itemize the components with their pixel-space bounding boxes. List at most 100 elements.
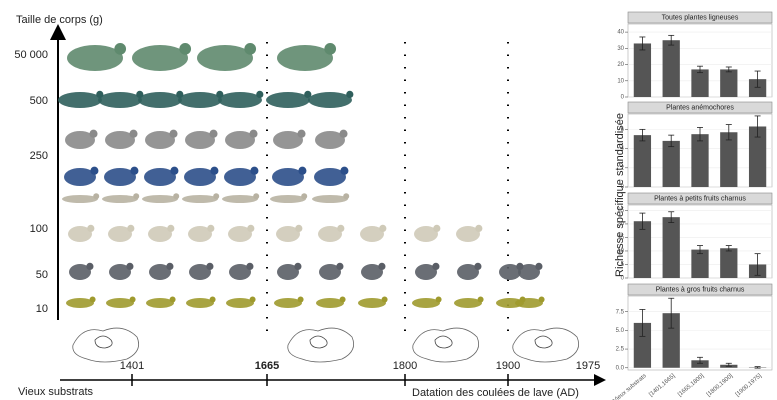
animal-head — [336, 263, 343, 270]
panel-title: Plantes à gros fruits charnus — [656, 286, 745, 293]
y-tick-label: 10 — [617, 78, 624, 84]
year-label: 1800 — [393, 360, 417, 372]
animal-icon — [218, 92, 262, 108]
animal-icon — [138, 92, 182, 108]
size-axis-label: Taille de corps (g) — [16, 14, 103, 26]
animal-head — [213, 193, 219, 199]
animal-head — [169, 130, 177, 138]
animal-head — [170, 167, 178, 175]
animal-head — [340, 297, 346, 303]
panel-title: Toutes plantes ligneuses — [662, 14, 739, 21]
animal-head — [478, 297, 484, 303]
animal-head — [126, 263, 133, 270]
animal-head — [86, 263, 93, 270]
y-tick-label: 2.5 — [616, 347, 625, 353]
island-outline — [288, 328, 354, 362]
animal-head — [130, 297, 136, 303]
x-tick-label: [1665,1800] — [677, 373, 705, 398]
illustration: Taille de corps (g) 50 000 500 250 100 5… — [14, 14, 626, 399]
x-tick-label: [1401,1665] — [648, 373, 676, 398]
animal-head — [340, 167, 348, 175]
animal-head — [432, 263, 439, 270]
animal-head — [301, 193, 307, 199]
island-inner — [95, 336, 112, 348]
bar — [691, 69, 708, 97]
y-tick-label: 0 — [621, 95, 625, 101]
animal-head — [294, 263, 301, 270]
animal-icon — [270, 195, 306, 203]
animal-icon — [58, 92, 102, 108]
animal-head — [339, 130, 347, 138]
animal-head — [475, 225, 482, 232]
animal-icon — [222, 195, 258, 203]
x-tick-label: Vieux substrats — [612, 373, 647, 400]
animal-icon — [308, 92, 352, 108]
size-label: 500 — [30, 95, 48, 107]
size-label: 50 000 — [14, 49, 48, 61]
animal-head — [378, 263, 385, 270]
animal-head — [297, 130, 305, 138]
bar — [720, 248, 737, 278]
animal-head — [256, 91, 263, 98]
animal-head — [167, 225, 174, 232]
animal-head — [253, 193, 259, 199]
animal-head — [346, 91, 353, 98]
panel-title: Plantes à petits fruits charnus — [654, 195, 746, 202]
panel-title: Plantes anémochores — [666, 104, 734, 111]
animal-head — [535, 263, 542, 270]
size-label: 10 — [36, 303, 48, 315]
animal-head — [324, 43, 336, 55]
y-tick-label: 30 — [617, 46, 624, 52]
animal-head — [246, 263, 253, 270]
animal-head — [93, 193, 99, 199]
island-inner — [435, 336, 452, 348]
animal-head — [382, 297, 388, 303]
size-label: 250 — [30, 150, 48, 162]
animal-icon — [142, 195, 178, 203]
y-tick-label: 5.0 — [616, 328, 625, 334]
animal-icon — [102, 195, 138, 203]
animal-head — [90, 297, 96, 303]
panel: Plantes à petits fruits charnus051015202… — [617, 193, 772, 282]
bar — [634, 135, 651, 187]
animal-head — [206, 263, 213, 270]
animal-head — [298, 167, 306, 175]
animal-head — [250, 167, 258, 175]
animal-head — [173, 193, 179, 199]
bar — [663, 217, 680, 278]
x-tick-label: [1800,1900] — [706, 373, 734, 398]
animal-head — [114, 43, 126, 55]
size-label: 100 — [30, 223, 48, 235]
animal-head — [207, 225, 214, 232]
animal-head — [249, 130, 257, 138]
animal-head — [244, 43, 256, 55]
time-start-label: Vieux substrats — [18, 386, 94, 398]
animal-icon — [312, 195, 348, 203]
animal-head — [433, 225, 440, 232]
island-inner — [310, 336, 327, 348]
animal-head — [127, 225, 134, 232]
animal-head — [130, 167, 138, 175]
animal-head — [250, 297, 256, 303]
bar — [663, 141, 680, 187]
island-inner — [535, 336, 552, 348]
bar — [720, 69, 737, 97]
size-label: 50 — [36, 269, 48, 281]
year-label: 1975 — [576, 360, 600, 372]
animal-head — [166, 263, 173, 270]
y-tick-label: 0.0 — [616, 365, 625, 371]
bar — [691, 134, 708, 187]
year-label: 1401 — [120, 360, 144, 372]
y-tick-label: 40 — [617, 30, 624, 36]
panel: Plantes anémochores0246 — [621, 102, 772, 191]
figure: Taille de corps (g) 50 000 500 250 100 5… — [0, 0, 777, 400]
island-outline — [413, 328, 479, 362]
animal-head — [379, 225, 386, 232]
animal-head — [89, 130, 97, 138]
y-tick-label: 15 — [617, 235, 624, 241]
animal-head — [209, 130, 217, 138]
animal-head — [170, 297, 176, 303]
bar — [634, 43, 651, 97]
bar — [634, 221, 651, 278]
